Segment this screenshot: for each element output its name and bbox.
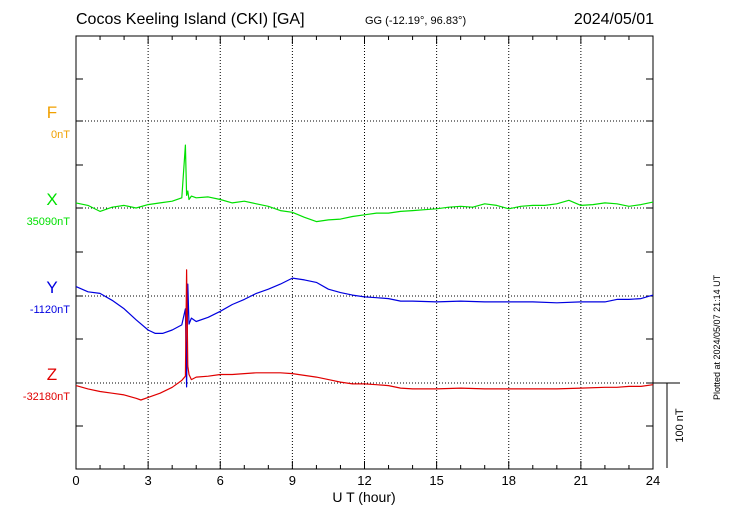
scale-bar-label: 100 nT	[674, 408, 686, 443]
series-name-X: X	[46, 190, 57, 209]
scale-bar: 100 nT	[653, 382, 686, 468]
x-tick-label: 15	[429, 473, 443, 488]
plot-date: 2024/05/01	[573, 11, 654, 28]
grid-lines	[76, 36, 653, 469]
x-tick-label: 9	[289, 473, 296, 488]
series-baseline-Z: -32180nT	[23, 391, 70, 403]
x-tick-label: 6	[217, 473, 224, 488]
series-line-X	[75, 144, 654, 223]
x-tick-label: 12	[357, 473, 371, 488]
geographic-coordinates: GG (-12.19°, 96.83°)	[365, 15, 467, 27]
series-line-Y	[75, 277, 654, 388]
plotted-timestamp: Plotted at 2024/05/07 21:14 UT	[712, 274, 722, 400]
x-axis-label: U T (hour)	[332, 489, 395, 505]
series-baseline-X: 35090nT	[27, 216, 71, 228]
series-line-Z	[75, 269, 654, 401]
x-tick-label: 3	[145, 473, 152, 488]
x-tick-label: 21	[574, 473, 588, 488]
series-name-F: F	[47, 103, 57, 122]
x-tick-label: 18	[502, 473, 516, 488]
x-tick-label: 0	[72, 473, 79, 488]
series-group	[75, 144, 654, 401]
series-baseline-Y: -1120nT	[30, 304, 70, 316]
series-labels: F 0nT X 35090nT Y -1120nT Z -32180nT	[23, 103, 70, 403]
x-axis-ticks: 0 3 6 9 12 15 18 21 24	[72, 35, 660, 488]
series-baseline-F: 0nT	[51, 129, 70, 141]
series-name-Z: Z	[47, 365, 57, 384]
station-title: Cocos Keeling Island (CKI) [GA]	[76, 11, 305, 28]
x-tick-label: 24	[646, 473, 660, 488]
series-name-Y: Y	[46, 278, 57, 297]
